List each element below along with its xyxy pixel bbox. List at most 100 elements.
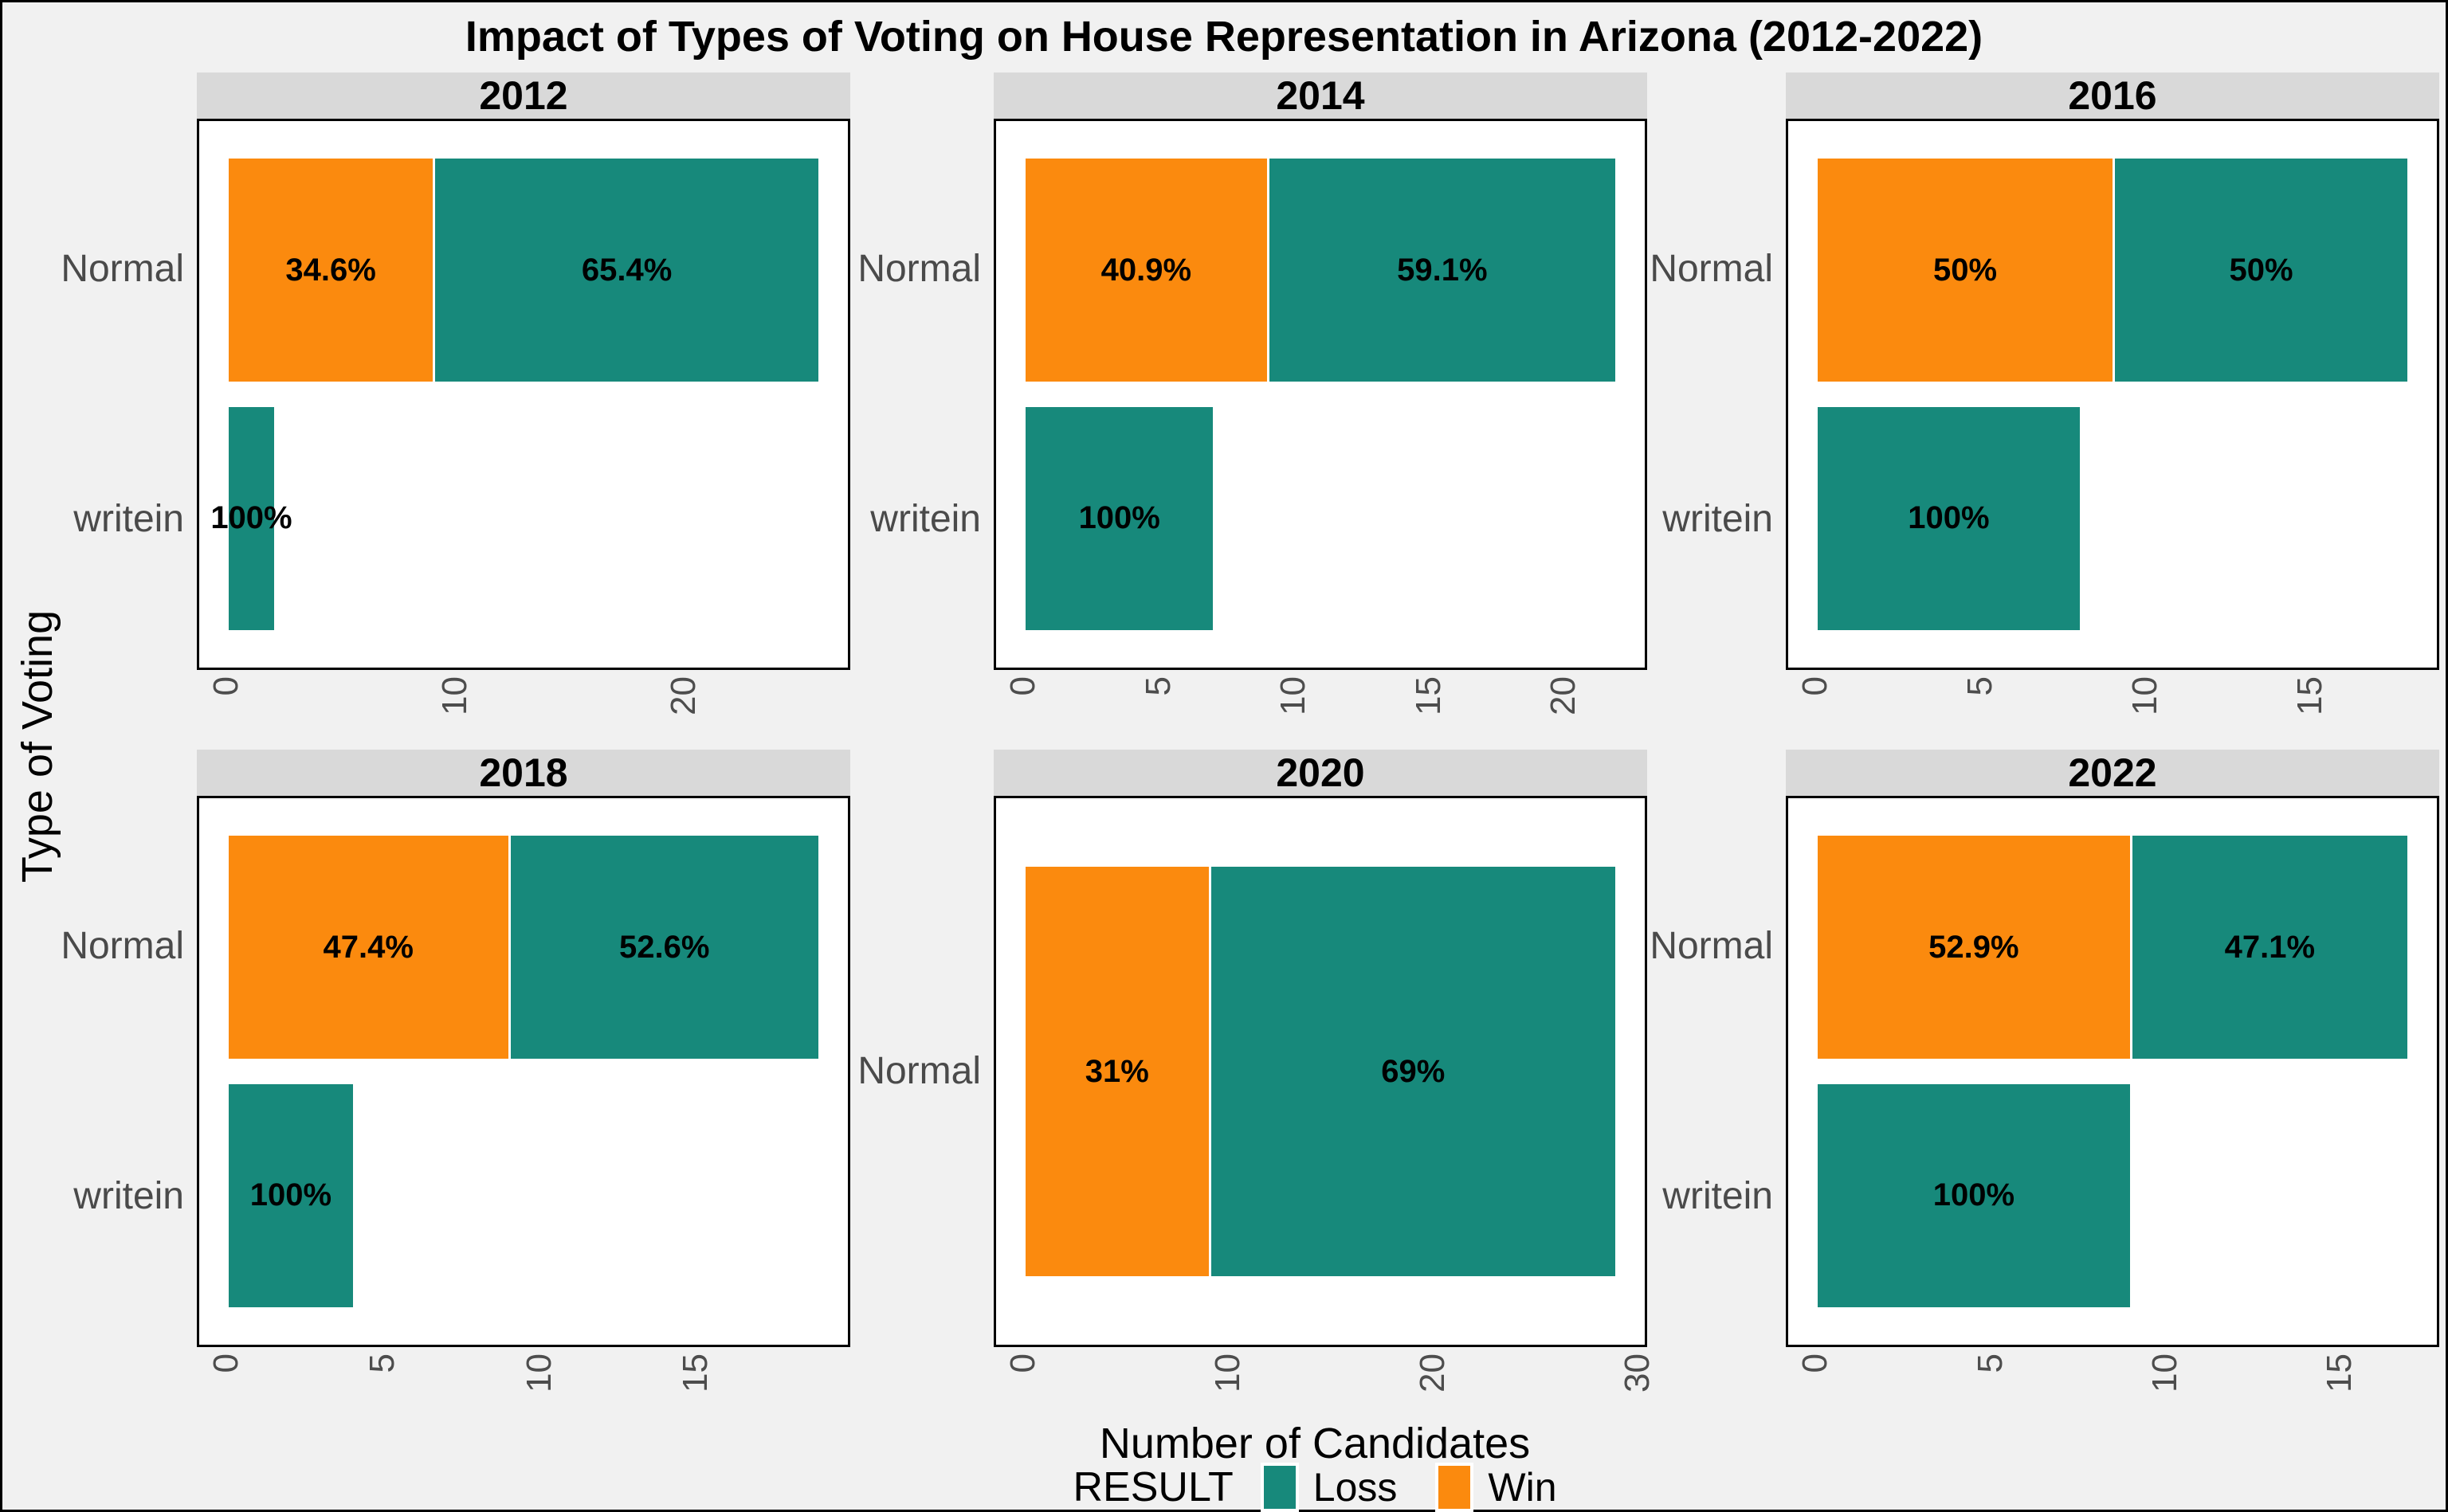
x-tick-text: 15	[675, 1353, 715, 1393]
x-tick-text: 15	[1408, 676, 1448, 715]
x-tick-text: 0	[1795, 1353, 1835, 1373]
bar-segment-loss-writein-2012: 100%	[210, 406, 292, 631]
pct-label: 47.1%	[2224, 929, 2316, 965]
x-tick-label: 5	[1139, 676, 1178, 711]
x-tick-label: 20	[664, 676, 705, 715]
legend-entry-loss: Loss	[1260, 1463, 1398, 1512]
facet-strip-2014: 2014	[994, 72, 1647, 119]
pct-label: 47.4%	[323, 929, 414, 965]
facet-2020: 2020 31% 69% Normal 0 10 20 30	[847, 750, 1657, 1420]
pct-label: 40.9%	[1100, 252, 1192, 288]
facet-strip-label: 2022	[2068, 750, 2157, 795]
x-axis-title: Number of Candidates	[1099, 1420, 1531, 1467]
pct-label: 31%	[1085, 1053, 1149, 1089]
x-ticks-2014: 0 5 10 15 20	[994, 670, 1647, 743]
x-tick-label: 15	[2290, 676, 2332, 715]
loss-swatch-icon	[1260, 1463, 1299, 1512]
x-tick-label: 0	[1795, 676, 1834, 711]
pct-label: 52.6%	[619, 929, 710, 965]
bar-segment-loss-Normal-2018: 52.6%	[508, 835, 818, 1060]
facet-2018: 2018 47.4% 52.6% 100% Normal writein 0 5 10 15	[10, 750, 850, 1420]
x-tick-text: 0	[206, 676, 246, 696]
facet-panel-2014: 40.9% 59.1% 100%	[994, 119, 1647, 670]
x-tick-label: 10	[520, 1353, 561, 1393]
x-tick-label: 10	[2145, 1353, 2187, 1393]
facet-strip-label: 2018	[479, 750, 568, 795]
facet-strip-2018: 2018	[197, 750, 850, 796]
x-ticks-2016: 0 5 10 15	[1786, 670, 2439, 743]
category-label-writein: writein	[870, 498, 981, 541]
bar-segment-win-Normal-2018: 47.4%	[229, 835, 508, 1060]
x-tick-text: 10	[434, 676, 474, 715]
x-tick-label: 0	[1003, 1353, 1042, 1389]
x-tick-text: 20	[1413, 1353, 1453, 1393]
category-label-Normal: Normal	[857, 1050, 981, 1092]
facet-strip-2016: 2016	[1786, 72, 2439, 119]
x-tick-text: 10	[2125, 676, 2165, 715]
category-label-Normal: Normal	[1650, 247, 1773, 290]
bar-segment-loss-writein-2016: 100%	[1818, 406, 2080, 631]
category-label-writein: writein	[1662, 498, 1773, 541]
bar-segment-loss-writein-2018: 100%	[229, 1083, 353, 1308]
bar-segment-loss-writein-2022: 100%	[1818, 1083, 2130, 1308]
category-label-Normal: Normal	[857, 247, 981, 290]
legend-title: RESULT	[1073, 1464, 1234, 1510]
x-tick-text: 0	[206, 1353, 246, 1373]
pct-label: 34.6%	[285, 252, 376, 288]
category-label-Normal: Normal	[1650, 924, 1773, 967]
facet-panel-2020: 31% 69%	[994, 796, 1647, 1347]
x-tick-label: 5	[1960, 676, 1999, 711]
x-tick-label: 0	[206, 1353, 245, 1389]
x-ticks-2020: 0 10 20 30	[994, 1347, 1657, 1420]
pct-label: 50%	[2229, 252, 2293, 288]
facet-strip-2022: 2022	[1786, 750, 2439, 796]
x-tick-label: 0	[1795, 1353, 1834, 1389]
x-tick-label: 20	[1544, 676, 1585, 715]
facet-panel-2016: 50% 50% 100%	[1786, 119, 2439, 670]
bar-segment-loss-Normal-2014: 59.1%	[1266, 158, 1615, 382]
facet-2016: 2016 50% 50% 100% Normal writein 0 5 10 15	[1639, 72, 2439, 743]
x-tick-text: 10	[519, 1353, 559, 1393]
pct-label: 59.1%	[1397, 252, 1488, 288]
pct-label: 65.4%	[581, 252, 673, 288]
x-tick-text: 15	[2290, 676, 2330, 715]
x-tick-text: 0	[1003, 676, 1043, 696]
x-tick-label: 0	[1003, 676, 1042, 711]
facet-2012: 2012 34.6% 65.4% 100% Normal writein 0 10 20	[10, 72, 850, 743]
legend: RESULT Loss Win	[197, 1463, 2433, 1512]
facet-strip-label: 2020	[1276, 750, 1365, 795]
x-ticks-2012: 0 10 20	[197, 670, 850, 743]
x-tick-text: 5	[1960, 676, 2000, 696]
category-label-Normal: Normal	[61, 247, 184, 290]
pct-label: 52.9%	[1928, 929, 2019, 965]
x-tick-label: 10	[2125, 676, 2167, 715]
x-tick-label: 10	[1273, 676, 1315, 715]
x-tick-text: 5	[1138, 676, 1178, 696]
x-tick-label: 10	[435, 676, 477, 715]
win-swatch-icon	[1435, 1463, 1474, 1512]
legend-entry-win: Win	[1435, 1463, 1557, 1512]
bar-segment-loss-Normal-2012: 65.4%	[433, 158, 818, 382]
x-ticks-2022: 0 5 10 15	[1786, 1347, 2439, 1420]
x-tick-text: 0	[1795, 676, 1835, 696]
legend-label-loss: Loss	[1312, 1465, 1398, 1510]
bar-segment-win-Normal-2016: 50%	[1818, 158, 2113, 382]
facet-strip-2020: 2020	[994, 750, 1647, 796]
pct-label: 100%	[1078, 500, 1160, 536]
legend-label-win: Win	[1488, 1465, 1557, 1510]
bar-segment-win-Normal-2012: 34.6%	[229, 158, 434, 382]
pct-label: 100%	[210, 500, 292, 536]
x-tick-text: 10	[1208, 1353, 1248, 1393]
x-tick-text: 5	[1970, 1353, 2010, 1373]
bar-segment-win-Normal-2014: 40.9%	[1026, 158, 1267, 382]
x-tick-label: 0	[206, 676, 245, 711]
x-tick-label: 5	[1971, 1353, 2010, 1389]
facet-2014: 2014 40.9% 59.1% 100% Normal writein 0 5 10 15 20	[847, 72, 1647, 743]
facet-panel-2012: 34.6% 65.4% 100%	[197, 119, 850, 670]
pct-label: 100%	[249, 1177, 332, 1213]
x-tick-label: 5	[363, 1353, 402, 1389]
bar-segment-win-Normal-2022: 52.9%	[1818, 835, 2130, 1060]
x-tick-text: 0	[1003, 1353, 1043, 1373]
x-tick-text: 20	[663, 676, 703, 715]
facet-strip-label: 2014	[1276, 73, 1365, 118]
